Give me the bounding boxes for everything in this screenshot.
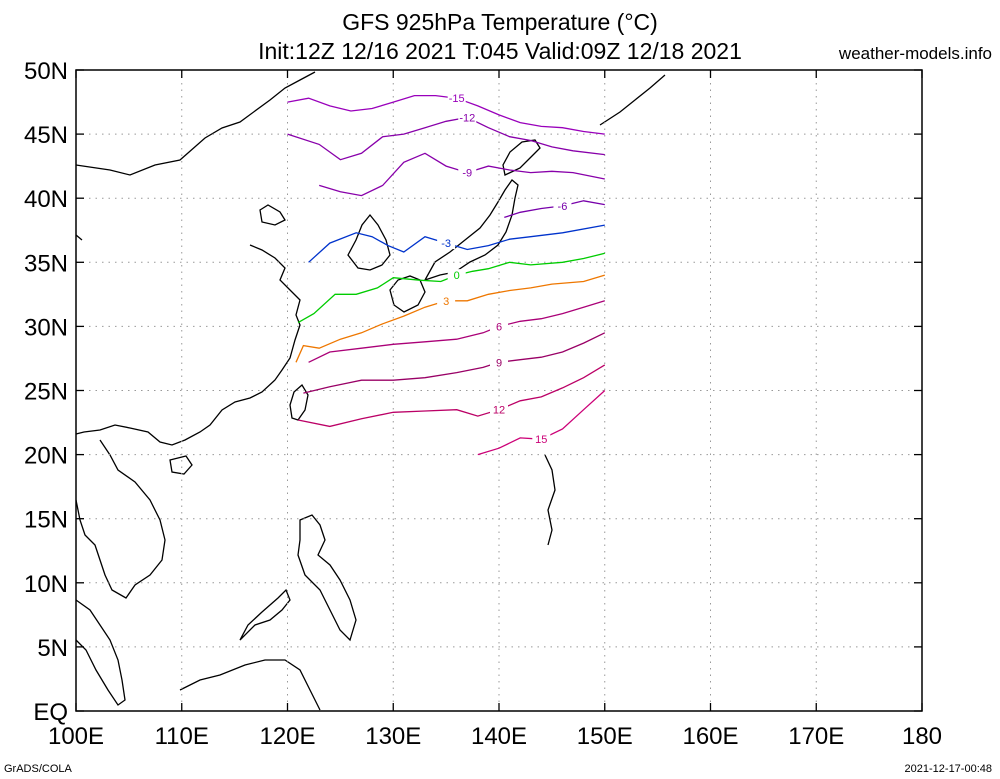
software-credit: GrADS/COLA [4,763,72,775]
label-mask [553,199,572,212]
isotherm-label: 9 [496,357,502,369]
lat-label: 35N [24,250,68,277]
latitude-labels: EQ 5N 10N 15N 20N 25N 30N 35N 40N 45N 50N [24,58,68,726]
isotherm [303,332,606,394]
label-mask [437,237,456,250]
isotherm [287,116,605,161]
isotherm-label: 0 [454,270,460,282]
isotherm-label: 3 [443,296,449,308]
contour-labels: 15 12 9 6 3 0 -3 -6 -9 -12 -15 [437,92,572,446]
lat-label: 25N [24,379,68,406]
label-mask [490,320,508,333]
label-mask [447,269,466,282]
isotherm-label: -15 [449,93,465,105]
site-credit: weather-models.info [838,44,992,63]
map-subtitle: Init:12Z 12/16 2021 T:045 Valid:09Z 12/1… [258,38,742,64]
isotherm [297,252,605,324]
label-mask [458,166,477,179]
lat-label: 40N [24,186,68,213]
lat-label: 30N [24,314,68,341]
isotherm [319,152,605,197]
axis-ticks [75,69,923,712]
isotherm-label: 6 [496,321,502,333]
lon-label: 140E [471,723,527,750]
map-title: GFS 925hPa Temperature (°C) [342,9,658,35]
lon-label: 110E [155,723,209,750]
isotherm-label: 15 [535,434,547,446]
isotherm [295,274,605,363]
isotherm-label: -6 [558,201,568,213]
lat-label: EQ [33,699,68,726]
label-mask [437,294,456,307]
lat-label: 10N [24,571,68,598]
lat-label: 50N [24,58,68,85]
lat-label: 5N [37,635,68,662]
lon-label: 100E [48,723,104,750]
isotherm-label: -3 [441,238,451,250]
isotherm [297,364,606,428]
lon-label: 180 [902,723,942,750]
generated-timestamp: 2021-12-17-00:48 [904,763,992,775]
label-mask [532,433,551,446]
coastlines [75,71,666,711]
isotherm [504,200,605,219]
isotherm [308,224,605,263]
isotherm-label: -9 [462,168,472,180]
lon-label: 130E [365,723,421,750]
temperature-contours [287,94,606,456]
lon-label: 160E [682,723,738,750]
lon-label: 150E [577,723,633,750]
lat-label: 15N [24,507,68,534]
isotherm [308,300,605,363]
label-mask [447,92,466,105]
label-mask [490,356,508,369]
lat-label: 45N [24,122,68,149]
lon-label: 120E [259,723,315,750]
lon-label: 170E [788,723,844,750]
label-mask [490,403,508,416]
lat-lon-grid [76,70,922,711]
isotherm-label: -12 [459,112,475,124]
isotherm-label: 12 [493,405,505,417]
lat-label: 20N [24,443,68,470]
label-mask [458,111,477,124]
isotherm [287,94,605,135]
longitude-labels: 100E 110E 120E 130E 140E 150E 160E 170E 180 [48,723,942,750]
